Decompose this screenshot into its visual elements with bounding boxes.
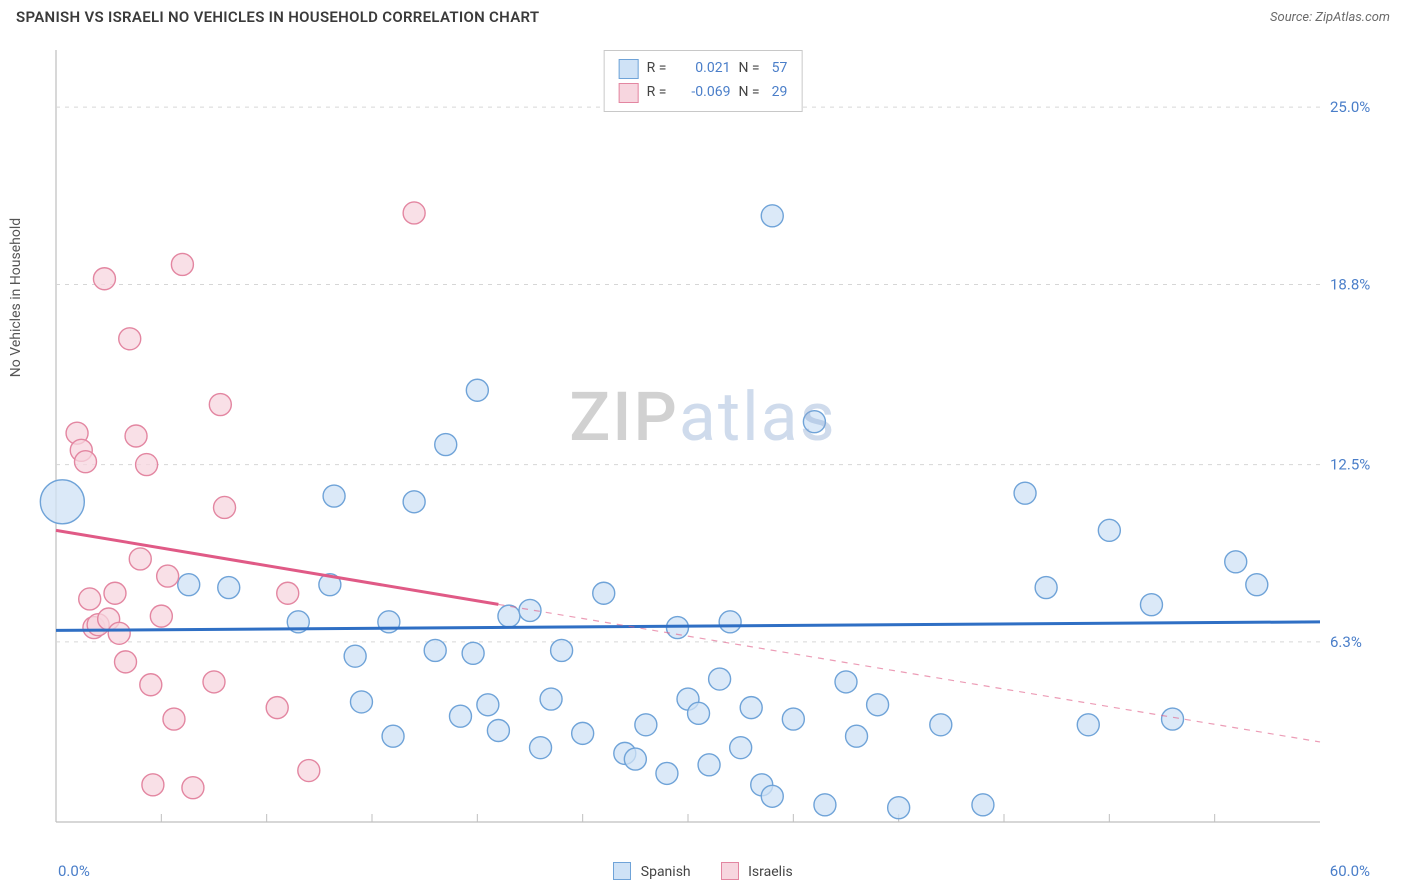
svg-text:6.3%: 6.3%: [1330, 633, 1362, 651]
scatter-point: [382, 725, 404, 747]
scatter-point: [487, 720, 509, 742]
scatter-point: [403, 202, 425, 224]
scatter-point: [150, 605, 172, 627]
svg-text:25.0%: 25.0%: [1330, 98, 1370, 116]
scatter-point: [1098, 519, 1120, 541]
scatter-chart: 6.3% 12.5% 18.8% 25.0%: [16, 40, 1390, 842]
scatter-point: [466, 379, 488, 401]
scatter-point: [435, 434, 457, 456]
scatter-point: [888, 797, 910, 819]
scatter-point: [203, 671, 225, 693]
scatter-point: [656, 762, 678, 784]
scatter-point: [104, 582, 126, 604]
scatter-point: [730, 737, 752, 759]
scatter-point: [551, 639, 573, 661]
scatter-point: [782, 708, 804, 730]
scatter-point: [1077, 714, 1099, 736]
stats-legend-box: R = 0.021 N = 57 R = -0.069 N = 29: [604, 50, 803, 112]
scatter-point: [1140, 594, 1162, 616]
scatter-point: [266, 697, 288, 719]
chart-title: SPANISH VS ISRAELI NO VEHICLES IN HOUSEH…: [16, 8, 539, 26]
scatter-point: [93, 268, 115, 290]
scatter-point: [814, 794, 836, 816]
x-axis-min: 0.0%: [58, 862, 90, 880]
scatter-point: [140, 674, 162, 696]
scatter-point: [403, 491, 425, 513]
scatter-point: [277, 582, 299, 604]
scatter-point: [835, 671, 857, 693]
scatter-point: [136, 454, 158, 476]
scatter-point: [572, 722, 594, 744]
scatter-point: [593, 582, 615, 604]
legend-item-israelis: Israelis: [721, 862, 793, 880]
scatter-point: [178, 574, 200, 596]
x-axis-max: 60.0%: [1330, 862, 1370, 880]
scatter-point: [40, 480, 84, 524]
scatter-point: [698, 754, 720, 776]
scatter-point: [171, 253, 193, 275]
scatter-point: [298, 760, 320, 782]
chart-area: No Vehicles in Household 6.3%12.5%18.8%2…: [16, 40, 1390, 842]
scatter-point: [142, 774, 164, 796]
scatter-point: [761, 785, 783, 807]
svg-text:18.8%: 18.8%: [1330, 275, 1370, 293]
scatter-point: [209, 394, 231, 416]
scatter-point: [79, 588, 101, 610]
scatter-point: [350, 691, 372, 713]
scatter-point: [1246, 574, 1268, 596]
y-axis-label: No Vehicles in Household: [8, 218, 24, 377]
scatter-point: [761, 205, 783, 227]
svg-text:12.5%: 12.5%: [1330, 456, 1370, 474]
scatter-point: [740, 697, 762, 719]
scatter-point: [125, 425, 147, 447]
scatter-point: [129, 548, 151, 570]
scatter-point: [1014, 482, 1036, 504]
legend-swatch: [619, 83, 639, 103]
source-label: Source: ZipAtlas.com: [1270, 10, 1390, 25]
scatter-point: [624, 748, 646, 770]
scatter-point: [323, 485, 345, 507]
bottom-legend: Spanish Israelis: [0, 862, 1406, 880]
scatter-point: [719, 611, 741, 633]
scatter-point: [477, 694, 499, 716]
scatter-point: [214, 496, 236, 518]
legend-swatch: [721, 862, 739, 880]
scatter-point: [163, 708, 185, 730]
legend-item-spanish: Spanish: [613, 862, 690, 880]
stats-row: R = 0.021 N = 57: [619, 57, 788, 81]
scatter-point: [1035, 577, 1057, 599]
scatter-point: [182, 777, 204, 799]
scatter-point: [1162, 708, 1184, 730]
scatter-point: [498, 605, 520, 627]
scatter-point: [972, 794, 994, 816]
scatter-point: [635, 714, 657, 736]
scatter-point: [930, 714, 952, 736]
scatter-point: [218, 577, 240, 599]
scatter-point: [540, 688, 562, 710]
scatter-point: [530, 737, 552, 759]
scatter-point: [846, 725, 868, 747]
scatter-point: [157, 565, 179, 587]
scatter-point: [449, 705, 471, 727]
scatter-point: [108, 622, 130, 644]
scatter-point: [709, 668, 731, 690]
legend-swatch: [619, 59, 639, 79]
legend-swatch: [613, 862, 631, 880]
stats-row: R = -0.069 N = 29: [619, 81, 788, 105]
scatter-point: [1225, 551, 1247, 573]
scatter-point: [424, 639, 446, 661]
scatter-point: [74, 451, 96, 473]
scatter-point: [462, 642, 484, 664]
scatter-point: [803, 411, 825, 433]
scatter-point: [115, 651, 137, 673]
scatter-point: [119, 328, 141, 350]
scatter-point: [344, 645, 366, 667]
scatter-point: [688, 702, 710, 724]
scatter-point: [867, 694, 889, 716]
